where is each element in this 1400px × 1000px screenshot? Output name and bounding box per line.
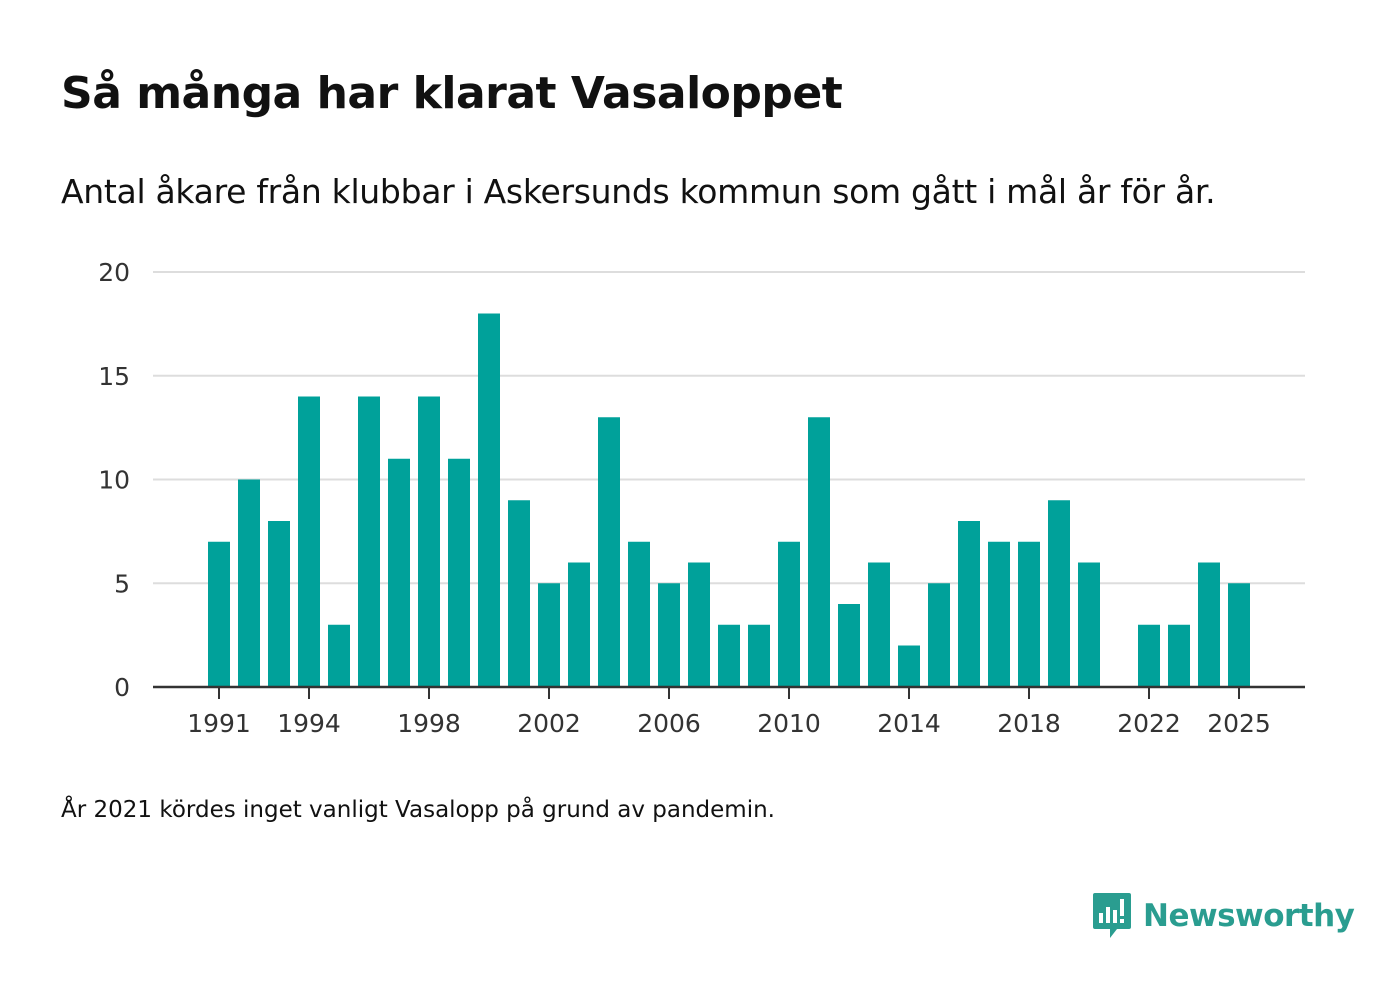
x-tick-label-2025: 2025 bbox=[1207, 709, 1271, 738]
bar-1999 bbox=[448, 458, 470, 687]
bar-2001 bbox=[508, 500, 530, 687]
bar-2019 bbox=[1048, 500, 1070, 687]
x-tick-label-2018: 2018 bbox=[997, 709, 1061, 738]
bars bbox=[208, 313, 1250, 687]
brand-logo: Newsworthy bbox=[1091, 890, 1355, 942]
x-tick-label-1991: 1991 bbox=[187, 709, 251, 738]
bar-2004 bbox=[598, 417, 620, 687]
bar-2017 bbox=[988, 541, 1010, 687]
bar-2005 bbox=[628, 541, 650, 687]
bar-chart: 0 5 10 15 20 1991 1994 1998 2002 2006 2010 2014 2018… bbox=[98, 258, 1305, 738]
x-tick-label-2002: 2002 bbox=[517, 709, 581, 738]
bar-1996 bbox=[358, 396, 380, 687]
y-tick-label-0: 0 bbox=[114, 673, 130, 702]
chart-title: Så många har klarat Vasaloppet bbox=[61, 68, 843, 119]
y-tick-label-5: 5 bbox=[114, 569, 130, 598]
bar-1998 bbox=[418, 396, 440, 687]
y-tick-label-10: 10 bbox=[98, 466, 130, 495]
axes: 0 5 10 15 20 1991 1994 1998 2002 2006 2010 2014 2018… bbox=[98, 258, 1305, 738]
bar-1992 bbox=[238, 479, 260, 687]
x-tick-label-2010: 2010 bbox=[757, 709, 821, 738]
bar-2011 bbox=[808, 417, 830, 687]
x-tick-label-2022: 2022 bbox=[1117, 709, 1181, 738]
newsworthy-logo-icon bbox=[1093, 893, 1131, 938]
bar-2022 bbox=[1138, 624, 1160, 687]
x-tick-label-2014: 2014 bbox=[877, 709, 941, 738]
bar-2025 bbox=[1228, 583, 1250, 687]
bar-2006 bbox=[658, 583, 680, 687]
x-tick-label-1998: 1998 bbox=[397, 709, 461, 738]
y-tick-label-15: 15 bbox=[98, 362, 130, 391]
bar-2014 bbox=[898, 645, 920, 687]
x-tick-label-2006: 2006 bbox=[637, 709, 701, 738]
bar-2012 bbox=[838, 604, 860, 687]
x-tick-label-1994: 1994 bbox=[277, 709, 341, 738]
bar-2003 bbox=[568, 562, 590, 687]
bar-1991 bbox=[208, 541, 230, 687]
bar-2009 bbox=[748, 624, 770, 687]
footnote: År 2021 kördes inget vanligt Vasalopp på… bbox=[61, 797, 775, 823]
bar-1995 bbox=[328, 624, 350, 687]
bar-2020 bbox=[1078, 562, 1100, 687]
y-tick-label-20: 20 bbox=[98, 258, 130, 287]
brand-name: Newsworthy bbox=[1143, 898, 1355, 934]
bar-2007 bbox=[688, 562, 710, 687]
bar-2024 bbox=[1198, 562, 1220, 687]
bar-2015 bbox=[928, 583, 950, 687]
bar-2016 bbox=[958, 521, 980, 687]
bar-2002 bbox=[538, 583, 560, 687]
chart-subtitle: Antal åkare från klubbar i Askersunds ko… bbox=[61, 172, 1216, 211]
bar-1997 bbox=[388, 458, 410, 687]
bar-2013 bbox=[868, 562, 890, 687]
bar-1993 bbox=[268, 521, 290, 687]
bar-2008 bbox=[718, 624, 740, 687]
bar-2010 bbox=[778, 541, 800, 687]
gridlines bbox=[153, 271, 1305, 585]
bar-2018 bbox=[1018, 541, 1040, 687]
bar-2000 bbox=[478, 313, 500, 687]
bar-1994 bbox=[298, 396, 320, 687]
bar-2023 bbox=[1168, 624, 1190, 687]
